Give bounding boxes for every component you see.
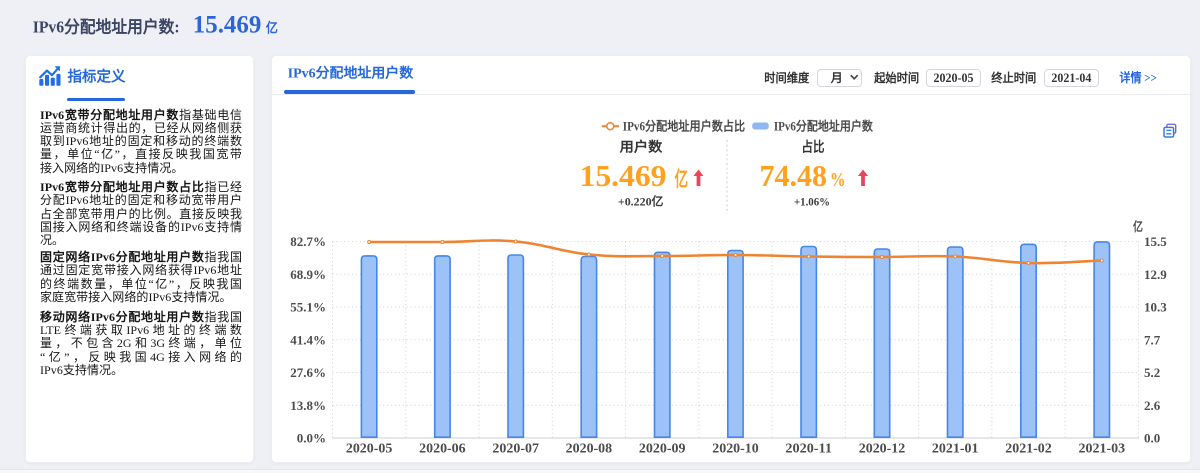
svg-text:15.469: 15.469 <box>193 11 261 38</box>
svg-text:亿: 亿 <box>266 19 278 35</box>
svg-text:IPv6分配地址用户数:: IPv6分配地址用户数: <box>33 16 180 36</box>
